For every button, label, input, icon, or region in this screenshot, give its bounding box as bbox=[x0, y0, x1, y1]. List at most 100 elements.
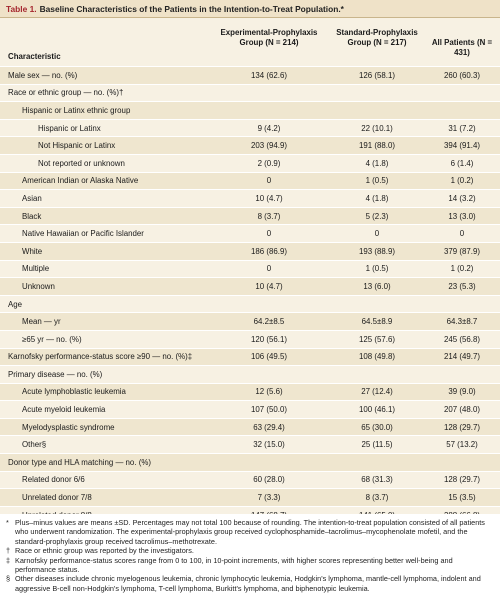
row-value-v3: 128 (29.7) bbox=[444, 475, 480, 485]
row-value-v1: 7 (3.3) bbox=[257, 493, 281, 503]
row-value-v1: 107 (50.0) bbox=[251, 405, 287, 415]
row-value-v3: 57 (13.2) bbox=[446, 440, 478, 450]
table-row: Mean — yr 64.2±8.5 64.5±8.9 64.3±8.7 bbox=[0, 312, 500, 330]
row-value-v2: 13 (6.0) bbox=[363, 281, 391, 291]
row-value-v3: 394 (91.4) bbox=[444, 141, 480, 151]
row-label: ≥65 yr — no. (%) bbox=[22, 334, 82, 344]
row-label: Mean — yr bbox=[22, 317, 61, 327]
footnote-symbol: § bbox=[6, 574, 11, 584]
row-label: Karnofsky performance-status score ≥90 —… bbox=[8, 352, 193, 362]
table-row: Multiple 0 1 (0.5) 1 (0.2) bbox=[0, 259, 500, 278]
row-value-v1: 120 (56.1) bbox=[251, 334, 287, 344]
row-value-v2: 100 (46.1) bbox=[359, 405, 395, 415]
row-value-v1: 2 (0.9) bbox=[257, 158, 281, 168]
data-table: Characteristic Experimental-Prophylaxis … bbox=[0, 18, 500, 520]
row-value-v1: 10 (4.7) bbox=[255, 193, 283, 203]
row-value-v2: 65 (30.0) bbox=[361, 422, 393, 432]
row-value-v1: 0 bbox=[266, 264, 272, 274]
row-value-v2: 191 (88.0) bbox=[359, 141, 395, 151]
row-value-v1: 10 (4.7) bbox=[255, 281, 283, 291]
row-value-v1: 203 (94.9) bbox=[251, 141, 287, 151]
table-row: Acute myeloid leukemia 107 (50.0) 100 (46.… bbox=[0, 400, 500, 418]
row-value-v1: 63 (29.4) bbox=[253, 422, 285, 432]
row-value-v2: 1 (0.5) bbox=[365, 176, 389, 186]
header-all-patients: All Patients (N = 431) bbox=[431, 38, 493, 57]
footnote: § Other diseases include chronic myelogen… bbox=[6, 574, 494, 593]
row-value-v2: 126 (58.1) bbox=[359, 70, 395, 80]
row-value-v3: 0 bbox=[459, 229, 465, 239]
table-title-bar: Table 1. Baseline Characteristics of the… bbox=[0, 0, 500, 18]
footnote: * Plus–minus values are means ±SD. Percen… bbox=[6, 518, 494, 546]
row-value-v2: 5 (2.3) bbox=[365, 211, 389, 221]
row-value-v3: 214 (49.7) bbox=[444, 352, 480, 362]
row-label: Male sex — no. (%) bbox=[8, 70, 78, 80]
row-label: Black bbox=[22, 211, 42, 221]
table-row: Not reported or unknown 2 (0.9) 4 (1.8) 6 (… bbox=[0, 153, 500, 172]
table-body: Male sex — no. (%) 134 (62.6) 126 (58.1) 26… bbox=[0, 66, 500, 523]
row-value-v1: 0 bbox=[266, 176, 272, 186]
table-row: Unrelated donor 7/8 7 (3.3) 8 (3.7) 15 (3.5… bbox=[0, 488, 500, 506]
row-value-v3: 245 (56.8) bbox=[444, 334, 480, 344]
table-row: Hispanic or Latinx ethnic group bbox=[0, 101, 500, 119]
row-value-v1: 0 bbox=[266, 229, 272, 239]
row-value-v1: 12 (5.6) bbox=[255, 387, 283, 397]
row-value-v3: 13 (3.0) bbox=[448, 211, 476, 221]
row-label: Not reported or unknown bbox=[38, 158, 125, 168]
row-value-v2: 4 (1.8) bbox=[365, 193, 389, 203]
row-value-v1: 8 (3.7) bbox=[257, 211, 281, 221]
table-row: Other§ 32 (15.0) 25 (11.5) 57 (13.2) bbox=[0, 435, 500, 453]
table-row: Not Hispanic or Latinx 203 (94.9) 191 (88.… bbox=[0, 136, 500, 154]
row-label: Hispanic or Latinx bbox=[38, 123, 101, 133]
footnote: † Race or ethnic group was reported by th… bbox=[6, 546, 494, 555]
footnote-symbol: ‡ bbox=[6, 555, 11, 565]
header-standard-group: Standard-Prophylaxis Group (N = 217) bbox=[336, 28, 418, 47]
table-row: Acute lymphoblastic leukemia 12 (5.6) 27 (… bbox=[0, 382, 500, 401]
row-value-v1: 60 (28.0) bbox=[253, 475, 285, 485]
row-value-v3: 14 (3.2) bbox=[448, 193, 476, 203]
table-row: Donor type and HLA matching — no. (%) bbox=[0, 453, 500, 471]
row-value-v3: 207 (48.0) bbox=[444, 405, 480, 415]
footnote-text: Race or ethnic group was reported by the… bbox=[15, 546, 194, 556]
row-value-v3: 15 (3.5) bbox=[448, 493, 476, 503]
header-experimental-group: Experimental-Prophylaxis Group (N = 214) bbox=[220, 28, 318, 47]
row-value-v2: 1 (0.5) bbox=[365, 264, 389, 274]
row-value-v3: 1 (0.2) bbox=[450, 176, 474, 186]
header-characteristic: Characteristic bbox=[8, 52, 61, 61]
row-label: Race or ethnic group — no. (%)† bbox=[8, 88, 124, 98]
row-label: Not Hispanic or Latinx bbox=[38, 141, 116, 151]
row-value-v3: 260 (60.3) bbox=[444, 70, 480, 80]
row-label: Unknown bbox=[22, 281, 55, 291]
row-value-v3: 128 (29.7) bbox=[444, 422, 480, 432]
table-row: Black 8 (3.7) 5 (2.3) 13 (3.0) bbox=[0, 206, 500, 225]
row-value-v3: 31 (7.2) bbox=[448, 123, 476, 133]
row-value-v2: 27 (12.4) bbox=[361, 387, 393, 397]
row-label: Age bbox=[8, 299, 23, 309]
row-value-v2: 22 (10.1) bbox=[361, 123, 393, 133]
footnote-text: Plus–minus values are means ±SD. Percent… bbox=[15, 518, 485, 546]
row-value-v1: 134 (62.6) bbox=[251, 70, 287, 80]
row-value-v2: 0 bbox=[374, 229, 380, 239]
table-row: Karnofsky performance-status score ≥90 —… bbox=[0, 347, 500, 366]
row-value-v3: 1 (0.2) bbox=[450, 264, 474, 274]
footnote-text: Karnofsky performance-status scores rang… bbox=[15, 555, 453, 575]
table-row: Male sex — no. (%) 134 (62.6) 126 (58.1) 26… bbox=[0, 66, 500, 84]
row-value-v1: 106 (49.5) bbox=[251, 352, 287, 362]
table-row: Related donor 6/6 60 (28.0) 68 (31.3) 128 (… bbox=[0, 470, 500, 489]
table-row: Hispanic or Latinx 9 (4.2) 22 (10.1) 31 (7.… bbox=[0, 118, 500, 137]
table-row: Asian 10 (4.7) 4 (1.8) 14 (3.2) bbox=[0, 189, 500, 207]
footnote-symbol: † bbox=[6, 546, 11, 556]
row-value-v2: 125 (57.6) bbox=[359, 334, 395, 344]
row-value-v2: 25 (11.5) bbox=[361, 440, 393, 450]
row-value-v1: 64.2±8.5 bbox=[253, 317, 285, 327]
row-label: White bbox=[22, 246, 43, 256]
footnote-text: Other diseases include chronic myelogeno… bbox=[15, 574, 481, 593]
table-footnotes: * Plus–minus values are means ±SD. Percen… bbox=[0, 514, 500, 616]
table-row: White 186 (86.9) 193 (88.9) 379 (87.9) bbox=[0, 241, 500, 260]
table-row: ≥65 yr — no. (%) 120 (56.1) 125 (57.6) 245 … bbox=[0, 329, 500, 348]
row-value-v3: 23 (5.3) bbox=[448, 281, 476, 291]
table-title: Baseline Characteristics of the Patients… bbox=[39, 3, 344, 14]
row-value-v3: 379 (87.9) bbox=[444, 246, 480, 256]
row-label: Hispanic or Latinx ethnic group bbox=[22, 105, 131, 115]
table-row: Age bbox=[0, 294, 500, 313]
